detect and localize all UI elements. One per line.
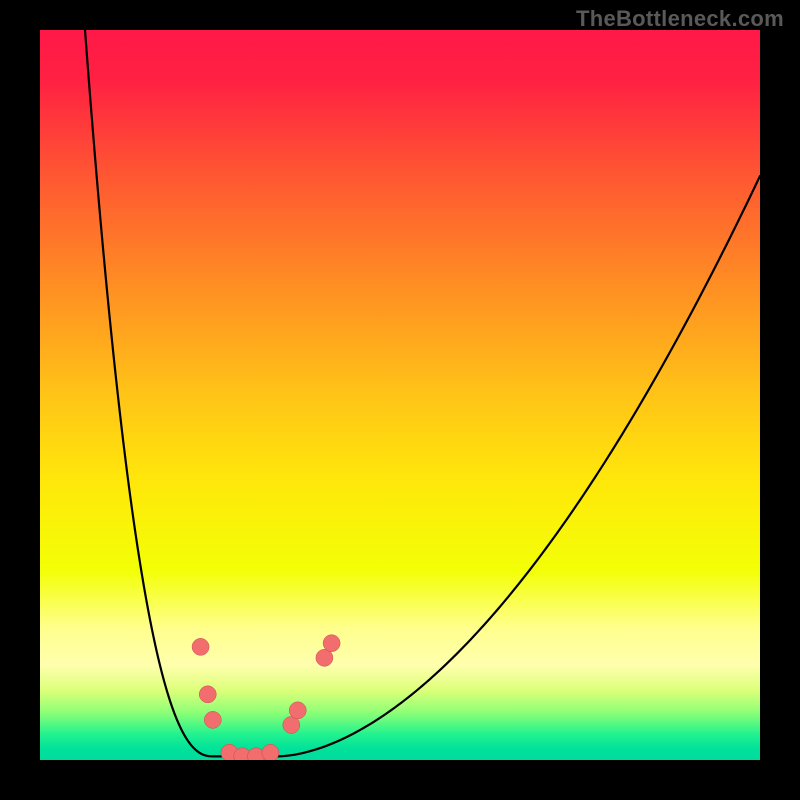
data-marker [323,635,340,652]
plot-area [40,30,760,760]
gradient-background [40,30,760,760]
data-marker [192,638,209,655]
data-marker [204,711,221,728]
watermark-text: TheBottleneck.com [576,6,784,32]
data-marker [199,686,216,703]
data-marker [289,702,306,719]
bottleneck-chart [40,30,760,760]
data-marker [262,744,279,760]
